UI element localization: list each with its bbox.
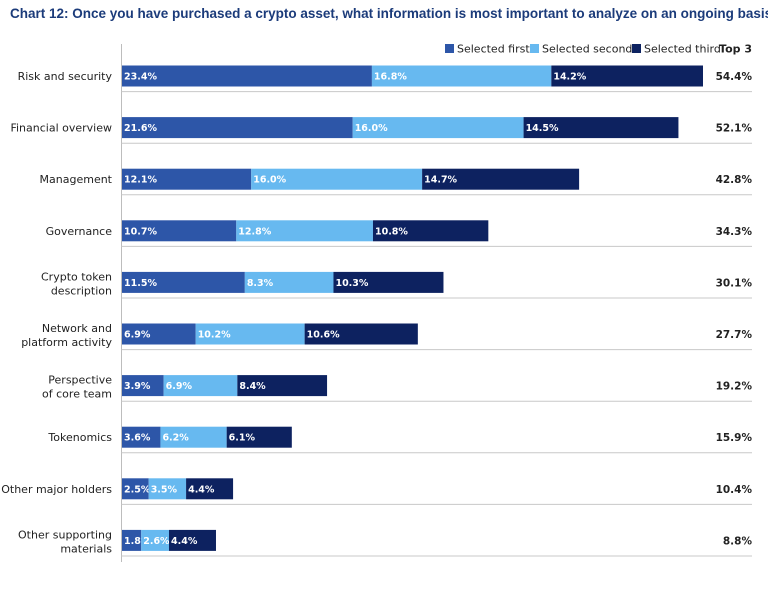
category-label: platform activity	[21, 336, 112, 349]
data-label: 6.1%	[229, 433, 256, 444]
bar-segment-1	[122, 375, 164, 397]
bar-segment-2	[244, 271, 334, 293]
data-label: 2.6%	[143, 536, 170, 547]
bar-segment-3	[422, 168, 580, 190]
category-label: of core team	[42, 388, 112, 401]
category-label: Management	[40, 173, 113, 186]
data-label: 23.4%	[124, 72, 157, 83]
data-label: 21.6%	[124, 123, 157, 134]
data-label: 16.0%	[355, 123, 388, 134]
bar-segment-3	[304, 323, 418, 345]
data-label: 10.8%	[375, 226, 408, 237]
bar-segment-2	[163, 375, 238, 397]
data-label: 10.2%	[198, 330, 231, 341]
legend-swatch	[530, 44, 539, 53]
top3-total: 15.9%	[716, 432, 753, 444]
legend-swatch	[445, 44, 454, 53]
legend-label: Selected third	[644, 43, 721, 56]
data-label: 16.8%	[374, 72, 407, 83]
bar-segment-3	[372, 220, 489, 242]
data-label: 14.5%	[526, 123, 559, 134]
category-label: Crypto token	[41, 270, 112, 283]
data-label: 3.6%	[124, 433, 151, 444]
top3-total: 8.8%	[723, 535, 753, 547]
top3-total: 10.4%	[716, 484, 753, 496]
category-label: Other supporting	[18, 528, 112, 541]
bar-segment-3	[168, 529, 216, 551]
bar-segment-1	[122, 323, 196, 345]
top3-total: 42.8%	[716, 174, 753, 186]
bar-segment-1	[122, 65, 372, 87]
bar-segment-1	[122, 117, 353, 139]
data-label: 8.4%	[239, 381, 266, 392]
bar-segment-1	[122, 426, 161, 448]
data-label: 4.4%	[171, 536, 198, 547]
bar-segment-1	[122, 529, 142, 551]
top3-header: Top 3	[719, 43, 752, 56]
data-label: 6.9%	[124, 330, 151, 341]
category-label: Network and	[42, 322, 112, 335]
bar-segment-2	[141, 529, 169, 551]
data-label: 8.3%	[247, 278, 274, 289]
legend-label: Selected first	[457, 43, 530, 56]
bar-segment-1	[122, 478, 149, 500]
bar-segment-2	[352, 117, 524, 139]
top3-total: 34.3%	[716, 226, 753, 238]
data-label: 10.7%	[124, 226, 157, 237]
bar-segment-3	[226, 426, 292, 448]
bar-segment-1	[122, 168, 252, 190]
top3-total: 27.7%	[716, 329, 753, 341]
top3-total: 19.2%	[716, 381, 753, 393]
data-label: 3.5%	[151, 484, 178, 495]
data-label: 1.8%	[124, 536, 151, 547]
data-label: 12.1%	[124, 175, 157, 186]
category-label: Perspective	[48, 374, 112, 387]
data-label: 16.0%	[253, 175, 286, 186]
category-label: Other major holders	[1, 483, 112, 496]
data-label: 12.8%	[238, 226, 271, 237]
data-label: 3.9%	[124, 381, 151, 392]
data-label: 6.2%	[162, 433, 189, 444]
legend-swatch	[632, 44, 641, 53]
data-label: 10.6%	[307, 330, 340, 341]
data-label: 10.3%	[335, 278, 368, 289]
category-label: materials	[60, 542, 112, 555]
bar-segment-3	[551, 65, 703, 87]
category-label: description	[51, 284, 112, 297]
category-label: Tokenomics	[47, 431, 112, 444]
chart-title: Chart 12: Once you have purchased a cryp…	[10, 6, 768, 21]
category-label: Risk and security	[18, 70, 113, 83]
bar-segment-1	[122, 271, 245, 293]
bar-segment-2	[160, 426, 227, 448]
bar-segment-3	[333, 271, 444, 293]
top3-total: 52.1%	[716, 123, 753, 135]
bar-segment-1	[122, 220, 237, 242]
bar-segment-2	[195, 323, 305, 345]
bar-segment-3	[523, 117, 679, 139]
legend-label: Selected second	[542, 43, 632, 56]
bar-segment-2	[251, 168, 423, 190]
data-label: 14.2%	[553, 72, 586, 83]
data-label: 6.9%	[166, 381, 193, 392]
bar-segment-2	[236, 220, 373, 242]
data-label: 14.7%	[424, 175, 457, 186]
category-label: Financial overview	[10, 122, 112, 135]
bar-segment-3	[186, 478, 234, 500]
top3-total: 30.1%	[716, 277, 753, 289]
category-label: Governance	[46, 225, 113, 238]
data-label: 2.5%	[124, 484, 151, 495]
top3-total: 54.4%	[716, 71, 753, 83]
bar-segment-2	[371, 65, 552, 87]
bar-segment-3	[237, 375, 328, 397]
bar-segment-2	[148, 478, 187, 500]
data-label: 4.4%	[188, 484, 215, 495]
data-label: 11.5%	[124, 278, 157, 289]
